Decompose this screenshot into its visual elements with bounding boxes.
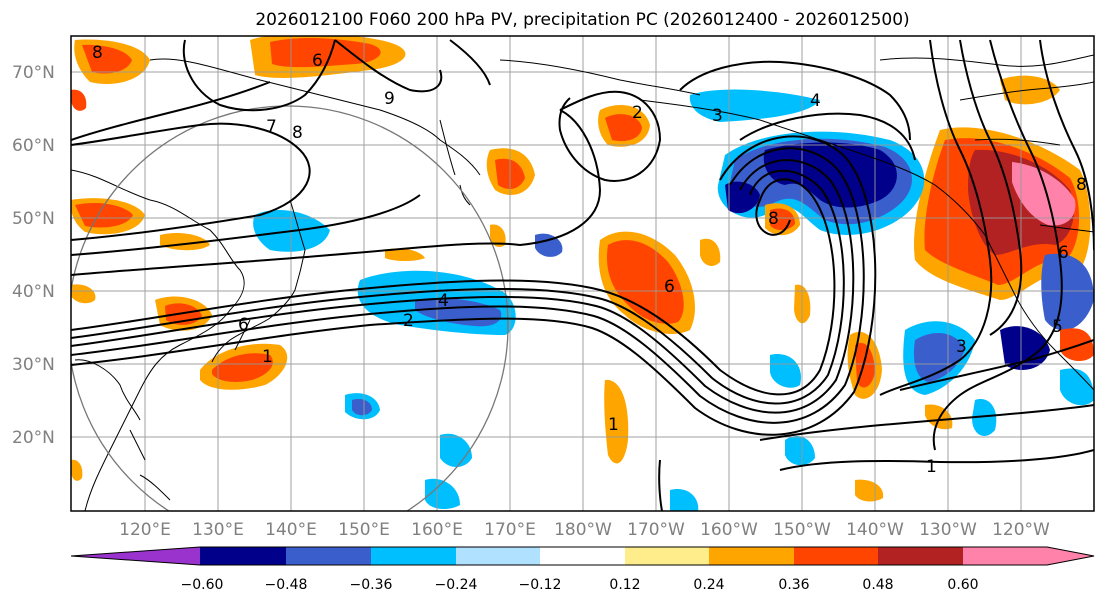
contour-label: 5 [1052, 317, 1063, 337]
colorbar-tick-label: 0.12 [609, 577, 640, 593]
lon-label: 180°W [554, 520, 612, 540]
colorbar-bin [709, 547, 794, 565]
lat-label: 70°N [12, 63, 55, 83]
contour-label: 8 [1076, 175, 1087, 195]
lon-label: 150°W [773, 520, 831, 540]
lat-axis: 70°N 60°N 50°N 40°N 30°N 20°N [12, 63, 55, 448]
colorbar-extend-right [1047, 547, 1094, 565]
colorbar-tick-label: −0.48 [265, 577, 308, 593]
colorbar-bin [625, 547, 709, 565]
colorbar-tick-label: −0.60 [181, 577, 224, 593]
contour-label: 4 [438, 291, 449, 311]
contour-labels: 8 6 9 7 8 4 3 2 6 1 8 5 3 6 8 6 1 4 2 1 [92, 43, 1087, 477]
contour-label: 2 [632, 103, 643, 123]
lon-label: 120°W [992, 520, 1050, 540]
colorbar: −0.60 −0.48 −0.36 −0.24 −0.12 0.12 0.24 … [70, 546, 1095, 593]
lat-label: 20°N [12, 428, 55, 448]
colorbar-tick-label: 0.60 [947, 577, 978, 593]
colorbar-outline [70, 546, 1095, 566]
lat-label: 30°N [12, 355, 55, 375]
contour-label: 6 [664, 277, 675, 297]
lon-label: 150°E [338, 520, 390, 540]
lon-label: 160°E [411, 520, 463, 540]
lat-label: 50°N [12, 209, 55, 229]
contour-label: 8 [92, 43, 103, 63]
lon-axis: 120°E 130°E 140°E 150°E 160°E 170°E 180°… [119, 520, 1050, 540]
colorbar-bin [371, 547, 456, 565]
colorbar-bin [794, 547, 878, 565]
contour-label: 8 [768, 209, 779, 229]
contour-label: 3 [956, 337, 967, 357]
lon-label: 160°W [700, 520, 758, 540]
colorbar-tick-label: 0.24 [693, 577, 724, 593]
colorbar-tick-label: −0.12 [519, 577, 562, 593]
contour-label: 6 [312, 51, 323, 71]
colorbar-bin [540, 547, 625, 565]
lon-label: 140°W [846, 520, 904, 540]
coastlines [71, 54, 1094, 511]
colorbar-bin [286, 547, 371, 565]
contour-label: 2 [403, 311, 414, 331]
pv-contours [71, 39, 1094, 511]
contour-label: 1 [926, 457, 937, 477]
range-circle [71, 105, 509, 511]
graticule [71, 36, 1094, 511]
colorbar-tick-label: 0.48 [862, 577, 893, 593]
colorbar-bin [878, 547, 963, 565]
lon-label: 170°W [627, 520, 685, 540]
contour-label: 1 [262, 347, 273, 367]
colorbar-tick-label: −0.24 [435, 577, 478, 593]
contour-label: 3 [712, 106, 723, 126]
lon-label: 120°E [119, 520, 171, 540]
contour-label: 4 [810, 91, 821, 111]
lat-label: 60°N [12, 136, 55, 156]
lat-label: 40°N [12, 282, 55, 302]
contour-label: 9 [384, 89, 395, 109]
contour-label: 1 [608, 415, 619, 435]
map-frame [70, 35, 1095, 512]
contour-label: 6 [238, 315, 249, 335]
colorbar-bin [200, 547, 286, 565]
colorbar-extend-left [71, 547, 200, 565]
colorbar-tick-label: −0.36 [350, 577, 393, 593]
colorbar-bin [456, 547, 540, 565]
colorbar-bin [963, 547, 1047, 565]
lon-label: 140°E [265, 520, 317, 540]
contour-label: 8 [292, 123, 303, 143]
lon-label: 130°W [919, 520, 977, 540]
map-title: 2026012100 F060 200 hPa PV, precipitatio… [255, 10, 910, 30]
colorbar-tick-label: 0.36 [778, 577, 809, 593]
contour-label: 7 [266, 117, 277, 137]
lon-label: 170°E [484, 520, 536, 540]
lon-label: 130°E [192, 520, 244, 540]
contour-label: 6 [1058, 243, 1069, 263]
